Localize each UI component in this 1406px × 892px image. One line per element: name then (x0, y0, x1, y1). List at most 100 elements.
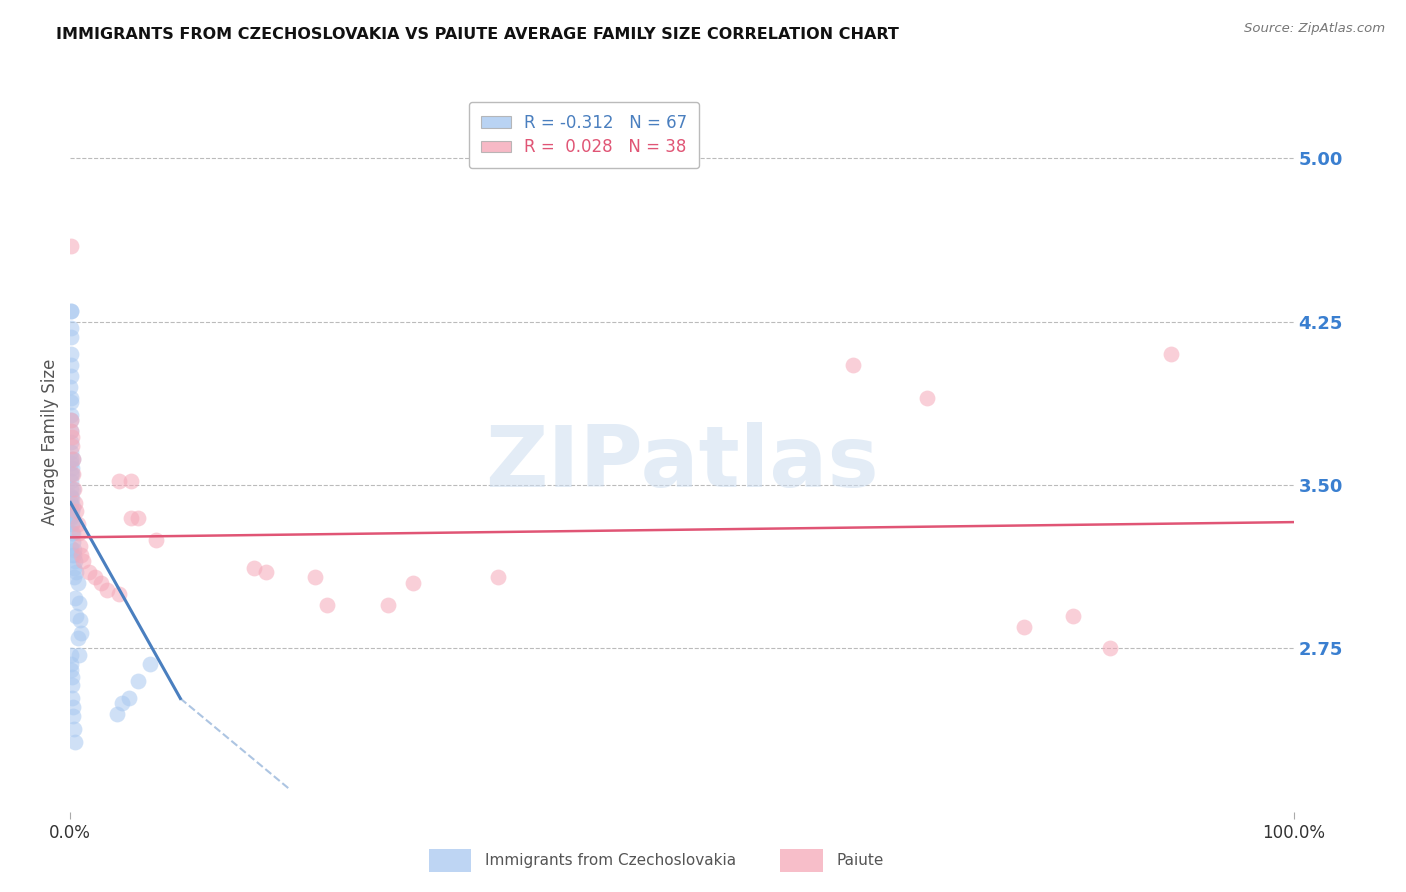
Point (63, 543, 86, 558)
Point (1014, 620, 1036, 634)
Point (63, 495, 86, 509)
Point (83, 569, 105, 583)
Point (60, 391, 83, 405)
Text: ZIPatlas: ZIPatlas (485, 422, 879, 505)
Point (59, 648, 82, 662)
Point (59, 452, 82, 467)
Text: IMMIGRANTS FROM CZECHOSLOVAKIA VS PAIUTE AVERAGE FAMILY SIZE CORRELATION CHART: IMMIGRANTS FROM CZECHOSLOVAKIA VS PAIUTE… (56, 27, 898, 42)
Point (59, 369, 82, 384)
Point (63, 735, 86, 749)
Point (69, 613, 91, 627)
Point (59, 434, 82, 449)
Point (96, 582, 118, 597)
Point (60, 445, 83, 459)
Point (60, 395, 83, 409)
Point (63, 561, 86, 575)
Point (60, 510, 83, 524)
Point (60, 424, 83, 438)
Point (60, 491, 83, 505)
Point (1062, 608, 1084, 623)
Point (304, 569, 326, 583)
Point (66, 631, 89, 645)
Point (60, 657, 83, 671)
Point (59, 330, 82, 344)
Point (60, 691, 83, 706)
Point (67, 596, 90, 610)
Point (59, 541, 82, 556)
Point (63, 722, 86, 736)
Point (243, 561, 266, 575)
Point (402, 576, 425, 591)
Point (60, 508, 83, 523)
Point (59, 304, 82, 318)
Point (108, 474, 131, 488)
Point (60, 663, 83, 677)
Point (62, 483, 84, 497)
Point (127, 674, 149, 689)
Point (59, 467, 82, 482)
Point (67, 648, 90, 662)
Point (60, 456, 83, 470)
Point (60, 304, 83, 318)
Point (377, 598, 399, 612)
Point (59, 474, 82, 488)
Point (62, 534, 84, 549)
Point (59, 238, 82, 252)
Point (59, 495, 82, 509)
Point (139, 657, 162, 671)
Point (127, 510, 149, 524)
Point (59, 321, 82, 335)
Point (62, 709, 84, 723)
Point (60, 517, 83, 532)
Point (63, 569, 86, 583)
Point (67, 526, 90, 541)
Point (60, 678, 83, 692)
Point (915, 391, 938, 405)
Point (60, 483, 83, 497)
Point (60, 460, 83, 475)
Point (316, 598, 339, 612)
Point (66, 517, 89, 532)
Point (62, 452, 84, 467)
Point (62, 467, 84, 482)
Point (62, 515, 84, 529)
Point (70, 626, 93, 640)
Point (66, 576, 89, 591)
Point (59, 347, 82, 361)
Point (62, 548, 84, 562)
Point (70, 548, 93, 562)
Point (111, 696, 134, 710)
Text: Paiute: Paiute (837, 854, 884, 868)
Point (1099, 641, 1122, 656)
Point (60, 467, 83, 482)
Point (108, 587, 131, 601)
Legend: R = -0.312   N = 67, R =  0.028   N = 38: R = -0.312 N = 67, R = 0.028 N = 38 (470, 102, 699, 168)
Point (90, 576, 112, 591)
Point (65, 565, 87, 579)
Point (60, 439, 83, 453)
Point (145, 533, 167, 547)
Point (60, 504, 83, 518)
Point (65, 504, 87, 518)
Point (77, 565, 100, 579)
Point (60, 526, 83, 541)
Point (59, 359, 82, 373)
Point (63, 554, 86, 568)
Point (59, 413, 82, 427)
Point (72, 554, 94, 568)
Text: Source: ZipAtlas.com: Source: ZipAtlas.com (1244, 22, 1385, 36)
Point (60, 670, 83, 684)
Point (121, 510, 143, 524)
Point (118, 691, 141, 706)
Point (62, 700, 84, 714)
Point (105, 706, 128, 721)
Point (254, 565, 277, 579)
Point (60, 430, 83, 444)
Point (62, 500, 84, 514)
Point (121, 474, 143, 488)
Point (69, 539, 91, 553)
Point (59, 424, 82, 438)
Point (60, 548, 83, 562)
Point (65, 608, 87, 623)
Point (63, 591, 86, 606)
